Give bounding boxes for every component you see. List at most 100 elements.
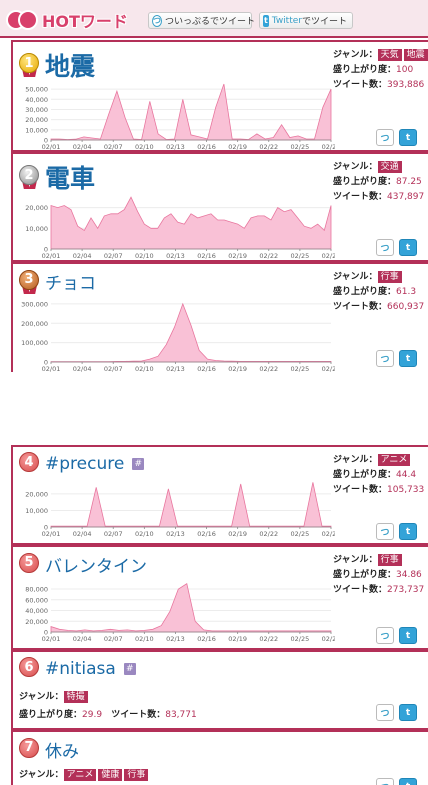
x-tick-label: 02/07 [104,365,123,372]
twitter-button[interactable]: t [399,523,417,540]
y-tick-label: 10,000 [25,507,48,515]
y-tick-label: 0 [44,629,48,637]
hotword-card-4: 4 #precure # ジャンル： アニメ 盛り上がり度：44.4 ツイート数：… [11,445,428,545]
x-tick-label: 02/01 [42,635,61,643]
retweet-button[interactable]: つ [376,350,394,367]
topic-stats: ジャンル： 行事 盛り上がり度：61.3 ツイート数：660,937 [333,270,428,315]
topic-stats: ジャンル： 行事 盛り上がり度：34.86 ツイート数：273,737 [333,553,428,598]
x-tick-label: 02/19 [228,635,247,643]
twitter-button[interactable]: t [399,778,417,785]
heat-label: 盛り上がり度： [333,287,397,297]
tweet-volume-chart: 20,000 10,000 002/01 02/04 02/07 02/10 02/13 02… [25,482,335,538]
x-tick-label: 02/04 [73,635,92,643]
twitter-button[interactable]: t [399,129,417,146]
topic-link[interactable]: #nitiasa [45,659,116,679]
tweets-value: 660,937 [387,302,425,312]
heat-tweets-row: 盛り上がり度：29.9 ツイート数：83,771 [19,707,197,720]
hashtag-icon: # [132,458,145,470]
genre-tag[interactable]: 行事 [377,271,402,283]
y-tick-label: 300,000 [21,300,48,308]
genre-row: ジャンル： アニメ 健康 行事 [19,767,150,781]
x-tick-label: 02/19 [228,365,247,372]
y-tick-label: 0 [44,524,48,532]
logo-text: HOTワード [42,12,128,31]
share-actions: つ t [376,627,417,644]
retweet-button[interactable]: つ [376,129,394,146]
topic-link[interactable]: 電車 [45,164,96,193]
topic-stats: ジャンル： 天気 地震 盛り上がり度：100 ツイート数：393,886 [333,48,428,93]
topic-link[interactable]: チョコ [45,274,96,294]
y-tick-label: 20,000 [25,116,48,124]
tweet-volume-area [50,482,332,528]
y-tick-label: 40,000 [25,96,48,104]
twitter-button[interactable]: t [399,350,417,367]
y-tick-label: 200,000 [21,320,48,328]
rank-number: 7 [19,737,39,758]
genre-label: ジャンル： [333,50,378,60]
retweet-button[interactable]: つ [376,239,394,256]
gold-medal-icon: 1 [19,53,39,77]
hotword-logo: HOTワード [6,8,128,32]
topic-link[interactable]: 休み [45,742,79,762]
twitter-button[interactable]: t [399,704,417,721]
retweet-button[interactable]: つ [376,778,394,785]
genre-tag[interactable]: 地震 [403,49,428,61]
x-tick-label: 02/16 [197,143,216,151]
tweets-value: 437,897 [387,192,425,202]
hotword-card-6: 6 #nitiasa # ジャンル： 特撮 盛り上がり度：29.9 ツイート数：8… [11,650,428,730]
x-tick-label: 02/22 [259,252,278,260]
genre-tag[interactable]: 行事 [377,554,402,566]
rank-badge-icon: 6 [19,657,39,681]
tweets-label: ツイート数： [333,302,388,312]
genre-tag[interactable]: 天気 [377,49,402,61]
x-tick-label: 02/10 [135,143,154,151]
title-row: 2 電車 [19,159,95,195]
tweets-label: ツイート数： [111,710,166,720]
x-tick-label: 02/19 [228,143,247,151]
genre-tag[interactable]: 行事 [124,769,149,781]
x-tick-label: 02/25 [291,365,310,372]
x-tick-label: 02/04 [73,143,92,151]
x-tick-label: 02/10 [135,365,154,372]
x-tick-label: 02/10 [135,635,154,643]
genre-tag[interactable]: 特撮 [63,691,88,703]
y-tick-label: 20,000 [25,618,48,626]
y-tick-label: 60,000 [25,596,48,604]
hotword-card-1: 1 地震 ジャンル： 天気 地震 盛り上がり度：100 ツイート数：393,886 … [11,40,428,152]
x-tick-label: 02/28 [322,143,335,151]
genre-tag[interactable]: アニメ [63,769,97,781]
x-tick-label: 02/25 [291,143,310,151]
topic-link[interactable]: #precure [45,454,125,474]
x-tick-label: 02/07 [104,530,123,538]
retweet-button[interactable]: つ [376,704,394,721]
topic-link[interactable]: バレンタイン [45,557,147,577]
retweet-button[interactable]: つ [376,523,394,540]
x-tick-label: 02/25 [291,635,310,643]
y-tick-label: 20,000 [25,204,48,212]
topic-link[interactable]: 地震 [45,52,96,81]
genre-tag[interactable]: アニメ [377,454,411,466]
x-tick-label: 02/07 [104,252,123,260]
y-tick-label: 100,000 [21,339,48,347]
y-tick-label: 0 [44,137,48,145]
rank-badge-icon: 4 [19,452,39,476]
genre-tag[interactable]: 交通 [377,161,402,173]
title-row: 6 #nitiasa # [19,657,136,681]
title-row: 5 バレンタイン [19,552,147,577]
tweet-via-twitter-button[interactable]: t Twitter でツイート [259,12,353,29]
twitter-button[interactable]: t [399,239,417,256]
retweet-button[interactable]: つ [376,627,394,644]
share-actions: つ t [376,350,417,367]
twitter-button[interactable]: t [399,627,417,644]
rank-number: 1 [19,53,39,73]
heat-label: 盛り上がり度： [333,470,397,480]
share-actions: つ t [376,129,417,146]
hotword-header: HOTワード つ ついっぷるでツイート t Twitter でツイート [0,0,428,38]
tweets-label: ツイート数： [333,192,388,202]
tweet-volume-chart: 50,000 40,000 30,000 20,000 10,000 002/01 02/0… [25,83,335,151]
y-tick-label: 20,000 [25,490,48,498]
genre-tag[interactable]: 健康 [98,769,123,781]
tweet-via-twipple-button[interactable]: つ ついっぷるでツイート [148,12,255,29]
tweet-volume-area [50,196,332,250]
x-tick-label: 02/28 [322,530,335,538]
